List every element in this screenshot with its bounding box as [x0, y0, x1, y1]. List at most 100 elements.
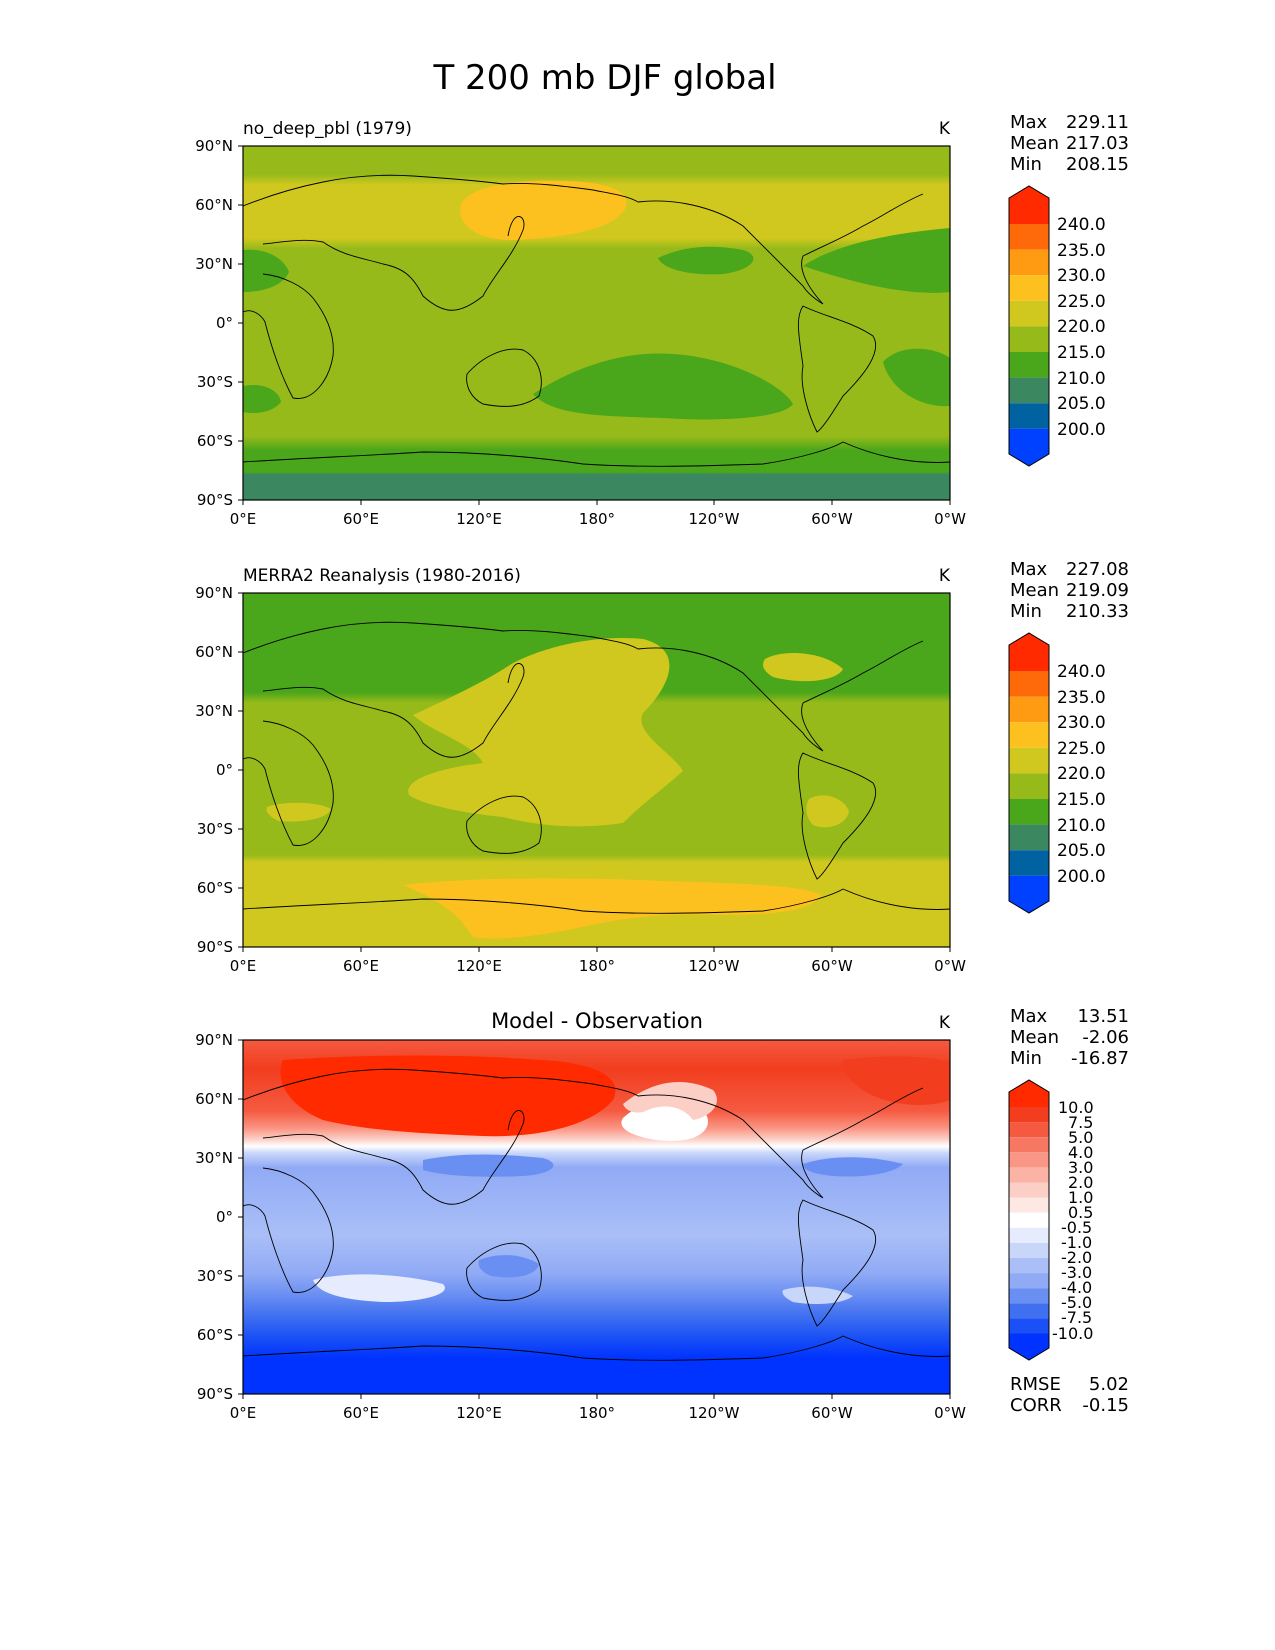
colorbar-bin [1009, 1303, 1049, 1319]
colorbar-tick-label: 235.0 [1057, 241, 1106, 261]
x-tick-label: 120°E [456, 957, 502, 975]
metric-value: -0.15 [1082, 1395, 1129, 1416]
x-tick-label: 0°W [934, 510, 966, 528]
x-tick-label: 0°E [230, 510, 257, 528]
y-tick-label: 90°N [195, 137, 233, 155]
colorbar-tick-label: -0.5 [1061, 1218, 1092, 1237]
colorbar-tick-label: 7.5 [1068, 1113, 1093, 1132]
y-tick-label: 60°S [197, 879, 233, 897]
x-tick-label: 60°W [811, 510, 853, 528]
colorbar-tick-label: 215.0 [1057, 343, 1106, 363]
x-tick-label: 120°E [456, 510, 502, 528]
colorbar-bin [1009, 1167, 1049, 1183]
field-region-south-america [806, 795, 849, 828]
colorbar-bin [1009, 1182, 1049, 1198]
colorbar-bin [1009, 799, 1049, 825]
colorbar-tick-label: 225.0 [1057, 739, 1106, 759]
colorbar-bin [1009, 824, 1049, 851]
field-region-pacific-warm-pool [408, 638, 683, 827]
y-tick-label: 90°S [197, 1385, 233, 1403]
stat-value: 219.09 [1066, 580, 1129, 601]
colorbar-outline [1008, 185, 1050, 467]
stat-value: 208.15 [1066, 154, 1129, 175]
field-region-antarctic-max [403, 878, 821, 939]
x-tick-label: 120°W [689, 957, 740, 975]
map-model [243, 146, 950, 500]
colorbar-tick-label: 240.0 [1057, 662, 1106, 682]
y-tick-label: 60°N [195, 1090, 233, 1108]
colorbar-bin [1009, 403, 1049, 429]
map-observation [243, 593, 950, 947]
coastline-antarctica [243, 888, 950, 914]
stat-label: Mean [1010, 580, 1059, 601]
coastline-africa [243, 273, 334, 399]
field-region-tropical-pacific [423, 1154, 554, 1177]
y-tick-label: 90°N [195, 1031, 233, 1049]
colorbar-bin [1009, 1212, 1049, 1228]
y-tick-label: 0° [216, 1208, 233, 1226]
colorbar-bin [1009, 224, 1049, 250]
x-tick-label: 60°E [343, 957, 379, 975]
stat-label: Min [1010, 601, 1042, 622]
coastline-eurasia [243, 174, 639, 311]
y-axis: 90°N 60°N 30°N 0° 30°S 60°S 90°S [195, 137, 243, 509]
y-tick-label: 30°N [195, 702, 233, 720]
field-region-australia-dark [478, 1255, 539, 1278]
y-tick-label: 0° [216, 761, 233, 779]
colorbar-tick-label: 3.0 [1068, 1158, 1093, 1177]
y-tick-label: 60°S [197, 432, 233, 450]
colorbar-tick-label: 200.0 [1057, 867, 1106, 887]
colorbar-tick-label: 240.0 [1057, 215, 1106, 235]
colorbar-bin [1009, 850, 1049, 876]
figure-title: T 200 mb DJF global [432, 58, 776, 98]
metrics-difference: RMSE 5.02 CORR -0.15 [1010, 1374, 1129, 1416]
panel-title: Model - Observation [491, 1009, 703, 1033]
stat-label: Max [1010, 112, 1048, 133]
stat-label: Min [1010, 1048, 1042, 1069]
colorbar-tick-label: 225.0 [1057, 292, 1106, 312]
y-tick-label: 60°N [195, 196, 233, 214]
y-tick-label: 0° [216, 314, 233, 332]
colorbar-bin [1009, 747, 1049, 774]
stat-value: -2.06 [1082, 1027, 1129, 1048]
x-tick-label: 120°W [689, 510, 740, 528]
colorbar-tick-label: 205.0 [1057, 841, 1106, 861]
colorbar-tick-label: -7.5 [1061, 1308, 1092, 1327]
colorbar-bin [1009, 1288, 1049, 1304]
y-tick-label: 30°S [197, 1267, 233, 1285]
colorbar-tick-label: 230.0 [1057, 266, 1106, 286]
coastline-north-america [637, 193, 924, 305]
colorbar-bin [1009, 1122, 1049, 1138]
x-tick-label: 60°E [343, 1404, 379, 1422]
colorbar-extend-bottom [1009, 428, 1049, 466]
colorbar-bin [1009, 249, 1049, 276]
field-region-north-atlantic-max [842, 1056, 950, 1105]
metric-value: 5.02 [1089, 1374, 1129, 1395]
y-tick-label: 90°S [197, 491, 233, 509]
field-region-south-atlantic-light [782, 1286, 853, 1304]
y-tick-label: 30°S [197, 373, 233, 391]
field-region-north-pacific [658, 246, 754, 275]
colorbar-tick-label: 220.0 [1057, 764, 1106, 784]
colorbar-model: 240.0 235.0 230.0 225.0 220.0 215.0 210.… [1008, 185, 1106, 467]
coastline-australia [466, 1242, 542, 1301]
colorbar-extend-bottom [1009, 875, 1049, 913]
coastline-antarctica [243, 441, 950, 467]
colorbar-bin [1009, 1258, 1049, 1274]
colorbar-tick-label: -4.0 [1061, 1278, 1092, 1297]
panel-observation: 90°N 60°N 30°N 0° 30°S 60°S 90°S 0°E 60°… [195, 566, 966, 975]
colorbar-bin [1009, 300, 1049, 327]
coastline-north-america [637, 1087, 924, 1199]
colorbar-bin [1009, 275, 1049, 301]
colorbar-bin [1009, 773, 1049, 799]
x-tick-label: 0°W [934, 1404, 966, 1422]
x-axis: 0°E 60°E 120°E 180° 120°W 60°W 0°W [230, 1394, 966, 1422]
stat-value: 13.51 [1077, 1006, 1129, 1027]
stat-value: 210.33 [1066, 601, 1129, 622]
stat-label: Max [1010, 559, 1048, 580]
y-tick-label: 90°N [195, 584, 233, 602]
colorbar-tick-label: 4.0 [1068, 1143, 1093, 1162]
colorbar-tick-label: -1.0 [1061, 1233, 1092, 1252]
colorbar-tick-label: 10.0 [1058, 1098, 1094, 1117]
metric-label: RMSE [1010, 1374, 1061, 1395]
